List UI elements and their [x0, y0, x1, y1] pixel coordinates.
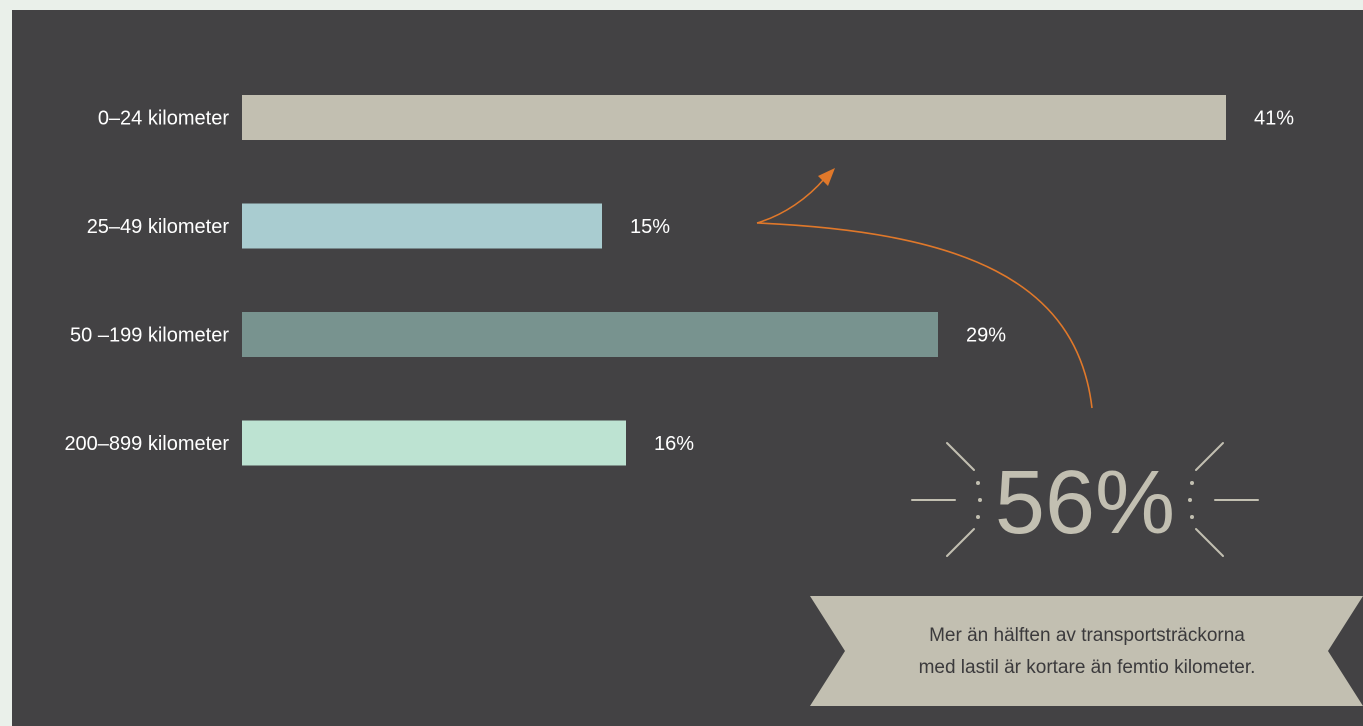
distance-bar-chart: 0–24 kilometer 41% 25–49 kilometer 15% 50 –1…	[64, 95, 1363, 706]
arrow-curve-long	[756, 222, 1093, 409]
category-label-1: 25–49 kilometer	[87, 216, 230, 238]
bar-1	[242, 203, 602, 249]
burst-rays-left	[911, 442, 975, 557]
category-label-3: 200–899 kilometer	[64, 433, 229, 455]
infographic-panel: 0–24 kilometer 41% 25–49 kilometer 15% 50 –1…	[12, 10, 1363, 726]
arrow-head-icon	[818, 168, 835, 186]
callout-ribbon	[810, 596, 1363, 706]
big-number-56-percent: 56%	[995, 453, 1175, 553]
category-label-2: 50 –199 kilometer	[70, 325, 229, 347]
value-label-1: 15%	[630, 216, 670, 238]
bar-2	[242, 312, 938, 357]
value-label-0: 41%	[1254, 108, 1294, 130]
value-label-3: 16%	[654, 433, 694, 455]
burst-dots-left	[976, 481, 982, 519]
callout-text-line-2: med lastil är kortare än femtio kilomete…	[919, 657, 1256, 678]
bar-0	[242, 95, 1226, 140]
value-label-2: 29%	[966, 325, 1006, 347]
arrow-curve-short	[756, 177, 826, 224]
bar-3	[242, 420, 626, 466]
burst-dots-right	[1188, 481, 1194, 519]
burst-rays-right	[1195, 442, 1259, 557]
callout-text-line-1: Mer än hälften av transportsträckorna	[929, 625, 1245, 646]
category-label-0: 0–24 kilometer	[98, 108, 230, 130]
